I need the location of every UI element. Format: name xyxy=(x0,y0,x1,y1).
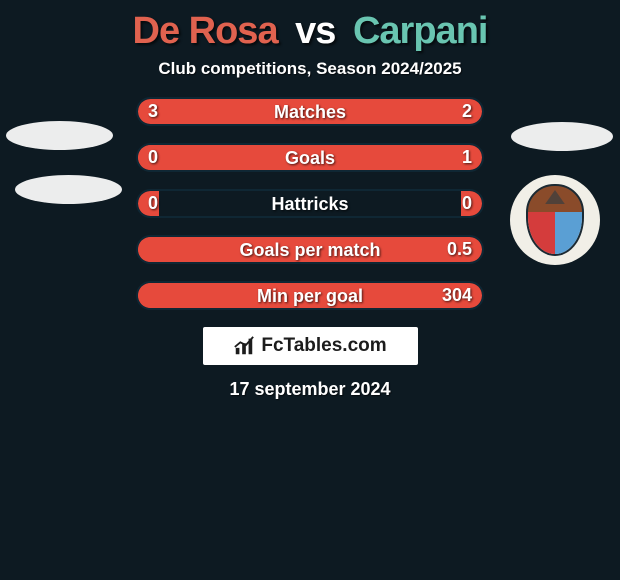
bar-label: Hattricks xyxy=(138,191,482,218)
title-vs: vs xyxy=(295,10,335,53)
value-right: 304 xyxy=(442,281,472,310)
player1-photo-placeholder xyxy=(6,121,113,150)
value-left: 3 xyxy=(148,97,158,126)
bar-track: Min per goal xyxy=(136,281,484,310)
value-right: 0.5 xyxy=(447,235,472,264)
player2-club-badge xyxy=(510,175,600,265)
comparison-infographic: De Rosa vs Carpani Club competitions, Se… xyxy=(0,0,620,580)
player1-club-placeholder xyxy=(15,175,122,204)
bar-label: Min per goal xyxy=(138,283,482,310)
title-player2: Carpani xyxy=(353,10,487,53)
bar-label: Matches xyxy=(138,99,482,126)
player2-photo-placeholder xyxy=(511,122,613,151)
stat-row: Goals0 1 xyxy=(0,143,620,172)
title-player1: De Rosa xyxy=(133,10,278,53)
value-right: 1 xyxy=(462,143,472,172)
bar-label: Goals xyxy=(138,145,482,172)
value-right: 0 xyxy=(462,189,472,218)
bar-track: Goals per match xyxy=(136,235,484,264)
bar-track: Matches xyxy=(136,97,484,126)
club-shield-icon xyxy=(526,184,584,256)
date-text: 17 september 2024 xyxy=(0,379,620,400)
bar-track: Hattricks xyxy=(136,189,484,218)
bar-label: Goals per match xyxy=(138,237,482,264)
subtitle: Club competitions, Season 2024/2025 xyxy=(0,59,620,79)
value-left: 0 xyxy=(148,189,158,218)
stat-row: Min per goal304 xyxy=(0,281,620,310)
bar-track: Goals xyxy=(136,143,484,172)
value-left: 0 xyxy=(148,143,158,172)
brand-box: FcTables.com xyxy=(203,327,418,365)
brand-text: FcTables.com xyxy=(261,335,386,357)
page-title: De Rosa vs Carpani xyxy=(0,0,620,53)
value-right: 2 xyxy=(462,97,472,126)
stat-row: Matches3 2 xyxy=(0,97,620,126)
bars-icon xyxy=(233,335,255,357)
